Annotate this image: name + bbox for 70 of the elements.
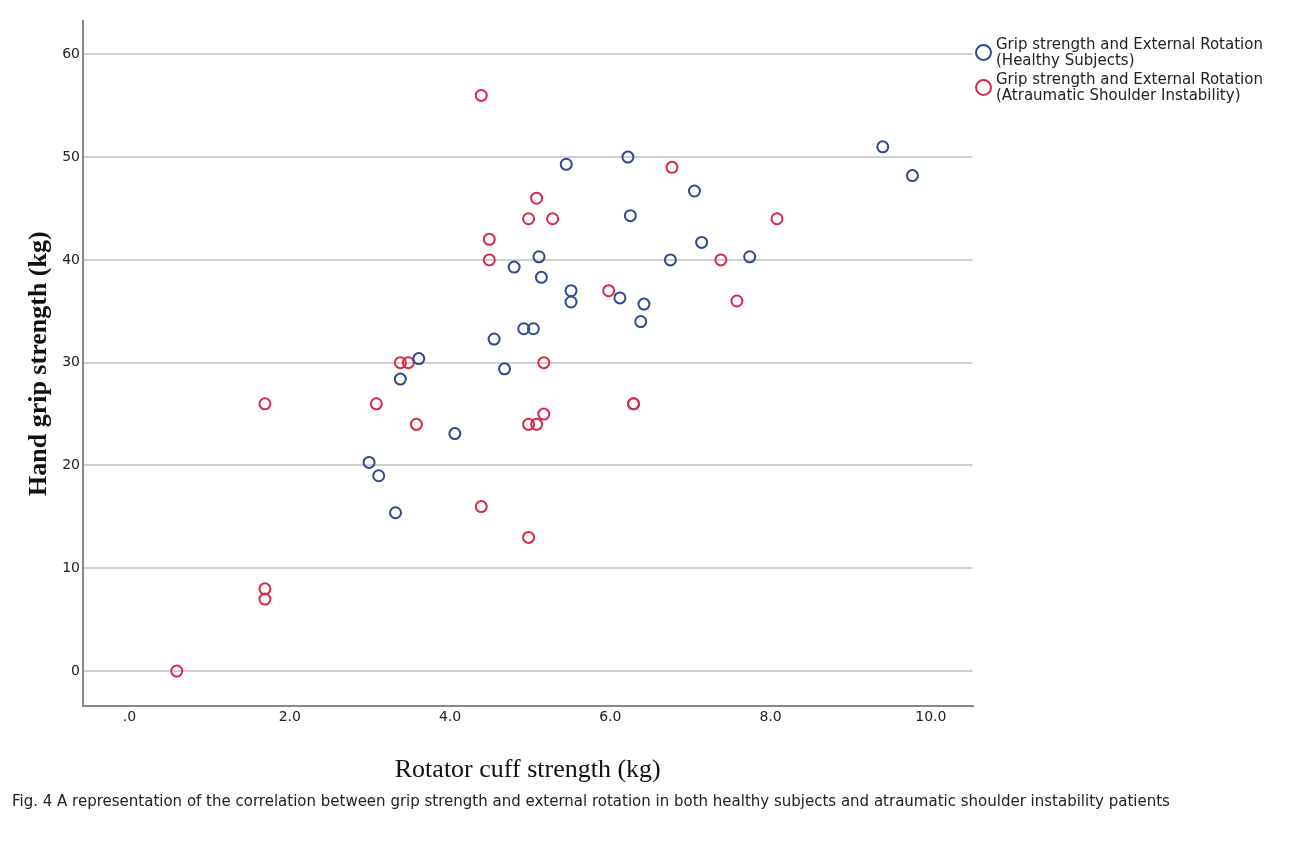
point — [526, 322, 540, 336]
point — [498, 362, 512, 376]
point — [621, 150, 635, 164]
point — [637, 297, 651, 311]
point — [258, 397, 272, 411]
y-tick-label: 0 — [71, 661, 81, 678]
point — [730, 294, 744, 308]
legend-label: Grip strength and External Rotation (Atraumatic Shoulder Instability) — [996, 70, 1264, 104]
point — [530, 191, 544, 205]
point — [412, 352, 426, 366]
y-tick-label: 10 — [62, 558, 81, 575]
point — [602, 284, 616, 298]
point — [482, 253, 496, 267]
legend-label: Grip strength and External Rotation (Healthy Subjects) — [996, 35, 1264, 69]
point — [170, 664, 184, 678]
point — [393, 356, 407, 370]
point — [474, 500, 488, 514]
x-tick-label: 4.0 — [438, 708, 462, 725]
y-tick-label: 20 — [62, 456, 81, 473]
point — [522, 417, 536, 431]
point — [564, 295, 578, 309]
point — [537, 407, 551, 421]
point — [663, 253, 677, 267]
point — [714, 253, 728, 267]
point — [401, 356, 415, 370]
point — [258, 592, 272, 606]
y-tick-label: 60 — [62, 44, 81, 61]
point — [362, 455, 376, 469]
point — [634, 315, 648, 329]
point — [532, 250, 546, 264]
y-tick-label: 50 — [62, 147, 81, 164]
point — [482, 232, 496, 246]
x-tick-label: 6.0 — [599, 708, 622, 725]
point — [507, 260, 521, 274]
x-tick-label: .0 — [122, 708, 137, 725]
point — [474, 88, 488, 102]
y-axis-title: Hand grip strength (kg) — [23, 231, 53, 496]
point — [372, 469, 386, 483]
point — [487, 332, 501, 346]
point — [546, 212, 560, 226]
point — [522, 530, 536, 544]
point — [369, 397, 383, 411]
point — [448, 427, 462, 441]
point — [258, 582, 272, 596]
point — [613, 291, 627, 305]
point — [409, 417, 423, 431]
point — [537, 356, 551, 370]
point — [564, 284, 578, 298]
x-tick-label: 2.0 — [278, 708, 301, 725]
point — [534, 270, 548, 284]
caption: Fig. 4 A representation of the correlation between grip strength and external rotation in both healthy subjects and atraumatic shoulder instability patients — [12, 791, 1171, 812]
point — [876, 140, 890, 154]
y-tick-label: 30 — [62, 353, 81, 370]
x-axis-title: Rotator cuff strength (kg) — [394, 754, 661, 784]
point — [393, 372, 407, 386]
point — [559, 157, 573, 171]
point — [623, 209, 637, 223]
point — [389, 506, 403, 520]
point — [695, 235, 709, 249]
point — [770, 212, 784, 226]
point — [517, 322, 531, 336]
x-tick-label: 10.0 — [915, 708, 947, 725]
point — [665, 160, 679, 174]
point — [687, 184, 701, 198]
point — [530, 417, 544, 431]
point — [743, 250, 757, 264]
point — [905, 169, 919, 183]
x-tick-label: 8.0 — [759, 708, 782, 725]
y-tick-label: 40 — [62, 250, 81, 267]
point — [522, 212, 536, 226]
